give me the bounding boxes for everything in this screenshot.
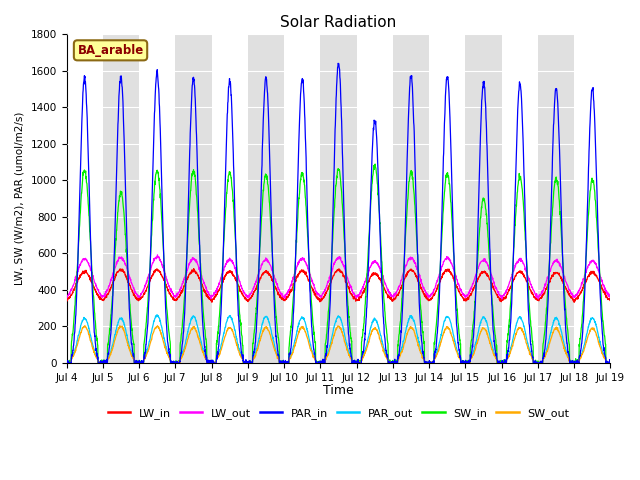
LW_out <box>559 269 566 275</box>
PAR_out <box>366 327 374 333</box>
Line: SW_out: SW_out <box>67 326 611 363</box>
PAR_in <box>214 344 222 350</box>
LW_in <box>355 297 362 303</box>
Line: SW_in: SW_in <box>67 164 611 363</box>
PAR_in <box>367 205 374 211</box>
PAR_in <box>497 360 505 366</box>
SW_out <box>574 360 582 366</box>
PAR_out <box>497 360 504 366</box>
Title: Solar Radiation: Solar Radiation <box>280 15 397 30</box>
LW_out <box>497 294 504 300</box>
SW_out <box>63 360 70 366</box>
Legend: LW_in, LW_out, PAR_in, PAR_out, SW_in, SW_out: LW_in, LW_out, PAR_in, PAR_out, SW_in, S… <box>103 404 574 423</box>
LW_in <box>559 276 566 282</box>
Bar <box>103 34 139 363</box>
Line: PAR_out: PAR_out <box>67 315 611 363</box>
PAR_in <box>559 260 566 265</box>
Line: LW_out: LW_out <box>67 255 611 299</box>
Bar <box>175 34 212 363</box>
LW_in <box>63 297 70 303</box>
PAR_out <box>559 334 566 340</box>
LW_out <box>574 289 582 295</box>
SW_in <box>371 161 379 167</box>
SW_out <box>367 333 374 339</box>
PAR_out <box>574 360 582 366</box>
PAR_out <box>214 351 222 357</box>
Bar <box>212 34 248 363</box>
SW_in <box>63 360 70 366</box>
PAR_in <box>355 360 362 366</box>
SW_in <box>559 259 566 264</box>
SW_in <box>607 360 614 366</box>
X-axis label: Time: Time <box>323 384 354 397</box>
SW_in <box>355 360 362 366</box>
LW_in <box>366 275 374 281</box>
LW_out <box>214 283 222 289</box>
SW_out <box>81 323 89 329</box>
Bar <box>502 34 538 363</box>
LW_in <box>574 296 582 302</box>
LW_out <box>498 296 506 302</box>
Bar <box>321 34 356 363</box>
PAR_out <box>63 360 70 366</box>
SW_out <box>559 341 566 347</box>
LW_in <box>570 300 578 305</box>
Y-axis label: LW, SW (W/m2), PAR (umol/m2/s): LW, SW (W/m2), PAR (umol/m2/s) <box>15 112 25 285</box>
SW_out <box>355 360 362 365</box>
Text: BA_arable: BA_arable <box>77 44 143 57</box>
PAR_in <box>574 360 582 365</box>
Line: PAR_in: PAR_in <box>67 63 611 363</box>
SW_out <box>497 360 505 366</box>
Bar <box>284 34 321 363</box>
LW_out <box>355 292 362 298</box>
SW_out <box>215 353 223 359</box>
Bar <box>248 34 284 363</box>
PAR_in <box>607 360 614 366</box>
Bar <box>429 34 465 363</box>
LW_in <box>607 298 614 304</box>
SW_in <box>497 360 505 366</box>
LW_in <box>190 266 198 272</box>
LW_in <box>214 288 222 294</box>
Bar <box>139 34 175 363</box>
Bar <box>67 34 103 363</box>
PAR_out <box>607 360 614 366</box>
LW_in <box>497 296 504 302</box>
PAR_out <box>153 312 161 318</box>
SW_out <box>607 360 614 365</box>
PAR_in <box>334 60 342 66</box>
PAR_in <box>63 360 70 366</box>
LW_out <box>366 264 374 270</box>
LW_out <box>154 252 161 258</box>
PAR_in <box>63 360 70 365</box>
LW_out <box>63 294 70 300</box>
Line: LW_in: LW_in <box>67 269 611 302</box>
Bar <box>574 34 611 363</box>
SW_out <box>63 360 70 366</box>
SW_in <box>63 360 71 366</box>
SW_in <box>574 360 582 366</box>
PAR_out <box>355 360 362 366</box>
Bar <box>465 34 502 363</box>
Bar <box>393 34 429 363</box>
Bar <box>538 34 574 363</box>
Bar <box>356 34 393 363</box>
SW_in <box>214 324 222 329</box>
SW_in <box>366 212 374 217</box>
LW_out <box>607 295 614 301</box>
